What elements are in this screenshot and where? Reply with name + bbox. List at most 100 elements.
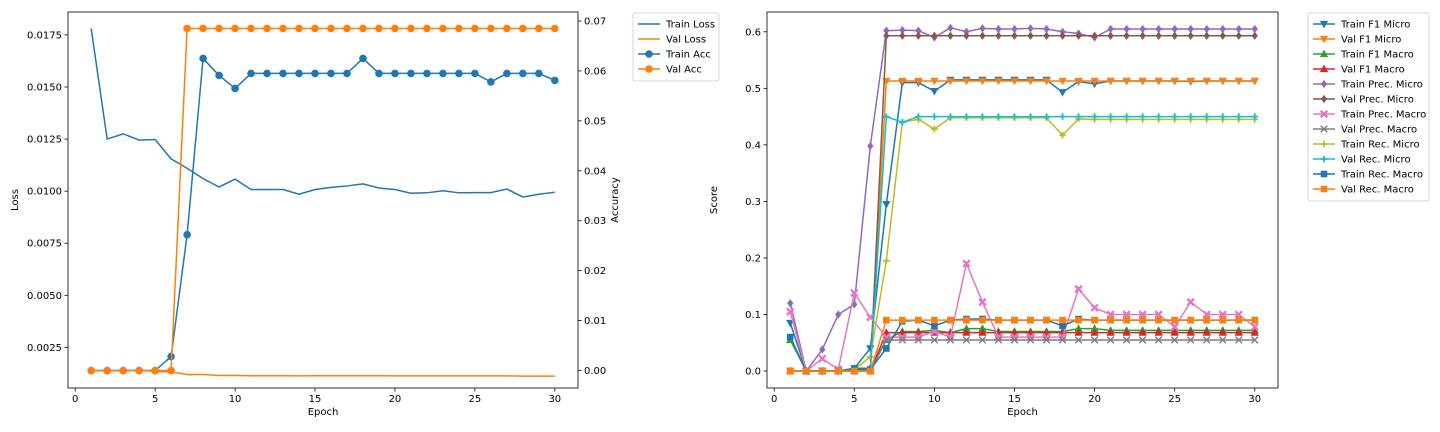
data-point-train-prec-macro	[1234, 310, 1243, 319]
data-point-val-acc	[119, 366, 127, 375]
y2-tick-label: 0.07	[584, 16, 606, 27]
data-point-val-prec-macro	[946, 336, 955, 344]
data-point-val-f1-micro	[1170, 77, 1179, 86]
data-point-val-acc	[327, 24, 335, 33]
data-point-val-acc	[343, 24, 351, 33]
data-point-train-acc	[183, 230, 191, 239]
data-point-val-prec-micro	[1027, 31, 1034, 40]
data-point-val-rec-micro	[979, 113, 986, 120]
data-point-val-prec-micro	[963, 31, 970, 40]
data-point-val-prec-macro	[1170, 336, 1179, 344]
data-point-val-rec-micro	[1139, 113, 1146, 120]
legend-marker-train-rec-micro	[1320, 140, 1328, 148]
data-point-val-f1-macro	[1122, 328, 1131, 336]
data-point-train-rec-micro	[883, 257, 890, 265]
y2-tick-label: 0.03	[584, 216, 606, 227]
data-point-val-f1-micro	[978, 77, 987, 86]
data-point-train-acc	[199, 54, 207, 63]
data-point-val-f1-micro	[1154, 77, 1163, 86]
data-point-val-prec-micro	[1011, 31, 1018, 40]
data-point-val-rec-macro	[1091, 316, 1098, 324]
y-tick-label: 0.0175	[27, 30, 62, 41]
data-point-train-prec-macro	[1170, 322, 1179, 332]
data-point-val-f1-micro	[994, 77, 1003, 86]
data-point-val-rec-macro	[1059, 316, 1066, 324]
data-point-val-prec-macro	[1042, 336, 1051, 344]
data-point-val-prec-macro	[898, 336, 907, 344]
data-point-train-acc	[215, 71, 223, 80]
data-point-val-prec-macro	[1186, 336, 1195, 344]
data-point-val-f1-macro	[1042, 328, 1051, 336]
y-axis-label: Score	[709, 186, 720, 214]
data-point-val-rec-macro	[802, 367, 810, 375]
data-point-val-prec-micro	[995, 31, 1002, 40]
legend-marker-train-f1-micro	[1319, 20, 1329, 29]
data-point-train-prec-macro	[1090, 303, 1099, 312]
data-point-val-prec-micro	[1235, 31, 1242, 40]
data-point-train-rec-micro	[931, 125, 938, 133]
y-tick-label: 0.0100	[27, 187, 62, 198]
data-point-val-rec-macro	[1043, 316, 1050, 324]
data-point-val-prec-micro	[1059, 31, 1066, 40]
data-point-val-acc	[407, 24, 415, 33]
x-tick-label: 15	[1008, 394, 1021, 405]
data-point-train-prec-macro	[850, 288, 859, 298]
data-point-val-rec-macro	[1187, 316, 1195, 324]
data-point-train-acc	[231, 84, 239, 93]
data-point-val-acc	[295, 24, 303, 33]
data-point-val-acc	[375, 24, 383, 33]
legend-marker-val-prec-micro	[1320, 94, 1328, 104]
data-point-val-prec-macro	[1010, 336, 1019, 344]
y-tick-label: 0.0150	[27, 82, 62, 93]
data-point-val-prec-macro	[1074, 336, 1083, 344]
data-point-val-rec-macro	[883, 316, 890, 324]
data-point-val-prec-macro	[1154, 336, 1163, 344]
data-point-train-rec-macro	[931, 322, 938, 330]
data-point-val-acc	[455, 24, 463, 33]
y-tick-label: 0.3	[745, 197, 761, 208]
x-tick-label: 30	[548, 394, 561, 405]
data-point-train-acc	[487, 78, 495, 86]
x-axis-label: Epoch	[308, 407, 339, 418]
data-point-val-f1-micro	[914, 77, 923, 86]
data-point-val-rec-micro	[1059, 113, 1066, 120]
legend-box	[632, 12, 720, 82]
x-tick-label: 25	[469, 394, 482, 405]
data-point-train-prec-macro	[962, 259, 971, 268]
data-point-train-acc	[535, 69, 543, 78]
data-point-train-acc	[327, 69, 335, 78]
data-point-train-acc	[519, 69, 527, 78]
data-point-val-f1-macro	[1026, 328, 1035, 336]
y-tick-label: 0.0025	[27, 343, 62, 354]
loss-accuracy-chart: 0 5 10 15 20 25 30 0.0025 0.0050 0.0075 0.0100 0.01…	[10, 11, 720, 418]
data-point-val-rec-macro	[834, 367, 842, 375]
data-point-val-rec-macro	[1107, 316, 1114, 324]
data-point-val-rec-micro	[1219, 113, 1227, 120]
data-point-val-prec-micro	[1139, 31, 1146, 40]
legend-label-train-prec-micro: Train Prec. Micro	[1340, 80, 1423, 91]
legend-label-val-f1-micro: Val F1 Micro	[1341, 35, 1401, 46]
data-point-val-acc	[551, 24, 559, 33]
data-point-train-acc	[391, 69, 399, 78]
data-point-val-prec-micro	[1091, 31, 1098, 40]
data-point-val-acc	[263, 24, 271, 33]
data-point-val-rec-macro	[1235, 316, 1243, 324]
data-point-val-prec-macro	[1058, 336, 1067, 344]
legend-label-train-prec-macro: Train Prec. Macro	[1340, 110, 1426, 121]
data-point-val-f1-macro	[914, 328, 923, 336]
x-tick-label: 10	[229, 394, 242, 405]
data-point-val-f1-macro	[1010, 328, 1019, 336]
data-point-val-prec-micro	[915, 31, 922, 40]
data-point-val-prec-micro	[1123, 31, 1130, 40]
data-point-train-prec-micro	[787, 299, 794, 308]
data-point-val-acc	[183, 24, 191, 33]
data-point-train-acc	[263, 69, 271, 78]
data-point-val-f1-macro	[1138, 328, 1147, 336]
data-point-val-rec-macro	[1139, 316, 1146, 324]
data-point-val-acc	[311, 24, 319, 33]
data-point-val-f1-macro	[1250, 328, 1259, 336]
data-point-val-rec-micro	[1171, 113, 1178, 120]
data-point-train-prec-macro	[1218, 310, 1227, 319]
data-point-val-f1-micro	[898, 77, 907, 86]
y-tick-label: 0.0125	[27, 135, 62, 146]
